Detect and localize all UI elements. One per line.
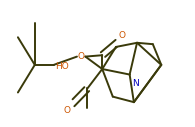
Text: HO: HO (55, 62, 69, 71)
Text: O: O (78, 52, 85, 61)
Text: N: N (132, 79, 138, 88)
Text: O: O (64, 106, 71, 115)
Text: O: O (118, 31, 125, 40)
